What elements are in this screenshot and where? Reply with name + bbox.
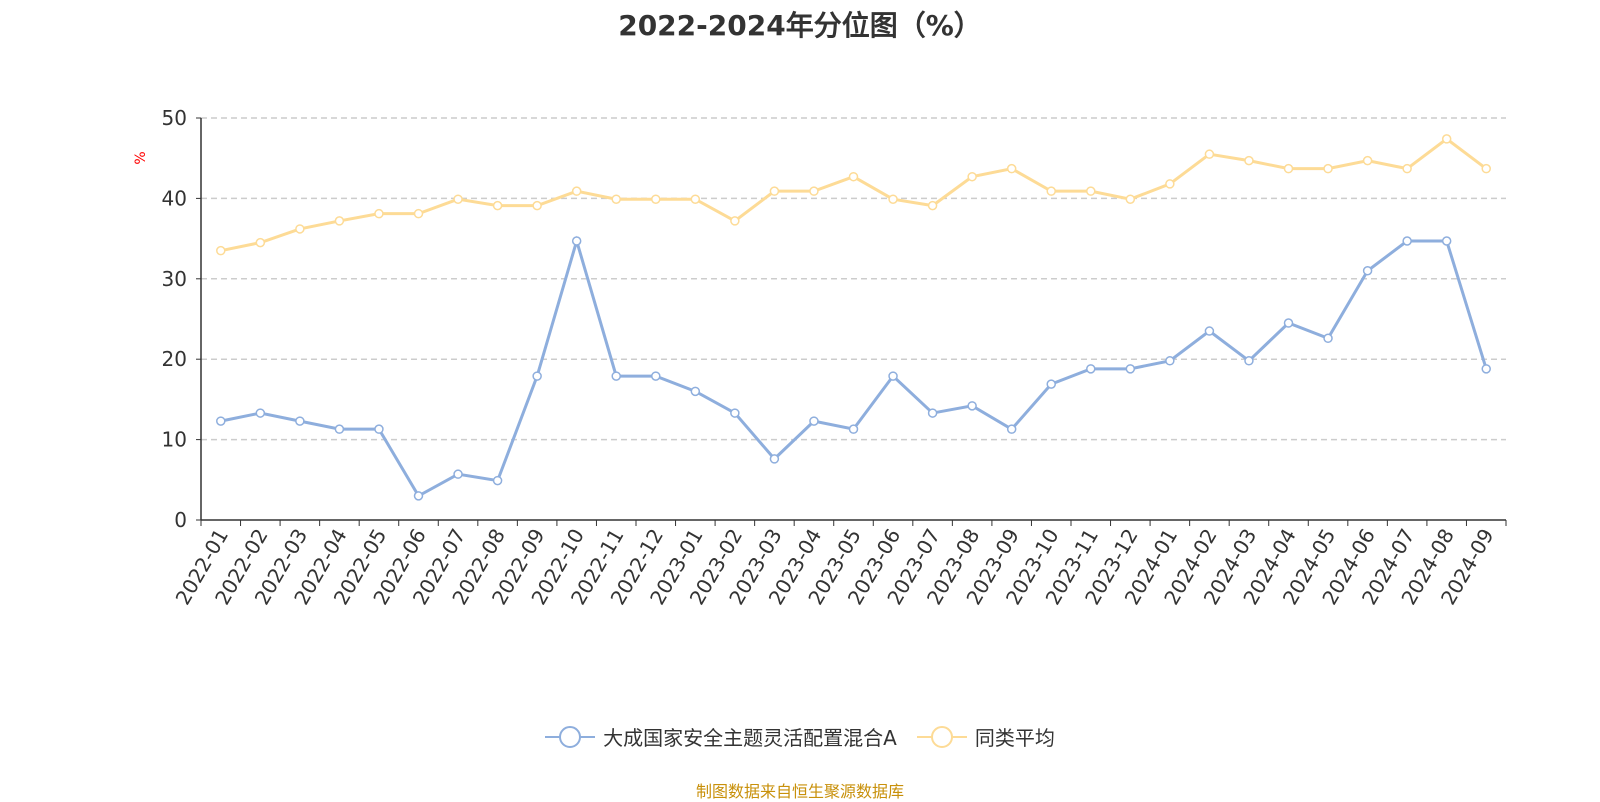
data-point-0 <box>1125 364 1136 374</box>
data-point-0 <box>769 454 780 464</box>
data-point-0 <box>216 416 226 426</box>
data-point-1 <box>1125 194 1136 204</box>
data-point-1 <box>1283 163 1294 174</box>
data-source-note: 制图数据来自恒生聚源数据库 <box>695 782 904 801</box>
data-point-0 <box>1323 333 1333 344</box>
data-point-0 <box>1481 364 1491 374</box>
data-point-1 <box>334 216 345 226</box>
y-axis-label: % <box>133 151 149 164</box>
y-tick-label: 40 <box>162 186 187 210</box>
legend-marker-fund-icon <box>545 725 596 748</box>
data-point-1 <box>295 224 305 234</box>
data-point-1 <box>611 194 621 204</box>
data-point-0 <box>571 236 582 246</box>
y-tick-label: 20 <box>162 347 187 371</box>
data-point-0 <box>413 491 424 501</box>
data-point-0 <box>532 371 542 381</box>
data-point-0 <box>848 424 859 434</box>
data-point-1 <box>532 200 542 211</box>
data-point-0 <box>809 416 819 426</box>
data-point-0 <box>492 475 503 486</box>
chart-title: 2022-2024年分位图（%） <box>618 9 982 42</box>
data-point-0 <box>334 424 345 434</box>
data-point-0 <box>730 408 740 418</box>
data-point-0 <box>1283 318 1294 328</box>
y-tick-label: 30 <box>162 267 187 291</box>
data-point-1 <box>1402 163 1412 174</box>
data-point-0 <box>1006 424 1017 434</box>
data-point-1 <box>1441 134 1452 144</box>
legend-item-average[interactable]: 同类平均 <box>916 722 1055 751</box>
data-point-0 <box>295 416 305 426</box>
data-point-0 <box>1165 356 1175 366</box>
data-point-0 <box>255 408 266 418</box>
legend-item-fund[interactable]: 大成国家安全主题灵活配置混合A <box>545 722 897 751</box>
data-point-1 <box>571 186 582 196</box>
data-point-0 <box>690 386 701 397</box>
data-point-1 <box>1086 186 1096 196</box>
data-point-1 <box>967 171 977 182</box>
data-point-0 <box>1046 379 1056 389</box>
data-point-0 <box>611 371 621 381</box>
data-point-0 <box>1244 356 1254 366</box>
data-point-0 <box>967 401 977 411</box>
legend: 大成国家安全主题灵活配置混合A 同类平均 <box>0 722 1600 751</box>
data-point-1 <box>1323 163 1333 174</box>
data-point-0 <box>453 469 463 479</box>
data-point-1 <box>730 216 740 226</box>
data-point-1 <box>413 208 424 219</box>
y-tick-label: 0 <box>174 508 187 532</box>
data-point-1 <box>255 237 266 248</box>
data-point-0 <box>927 408 938 418</box>
data-point-1 <box>1481 163 1491 174</box>
data-point-1 <box>651 194 661 204</box>
data-point-0 <box>888 371 898 381</box>
data-point-1 <box>374 208 384 219</box>
data-point-0 <box>374 424 384 434</box>
data-point-1 <box>1046 186 1056 196</box>
data-point-0 <box>651 371 661 381</box>
data-point-1 <box>1006 163 1017 174</box>
data-point-1 <box>848 171 859 182</box>
data-point-1 <box>927 200 938 211</box>
data-point-1 <box>492 200 503 211</box>
data-point-1 <box>453 194 463 204</box>
series-line-1 <box>220 137 1488 253</box>
data-point-0 <box>1402 236 1412 246</box>
legend-label-fund: 大成国家安全主题灵活配置混合A <box>603 726 897 750</box>
data-point-1 <box>690 194 701 204</box>
data-point-1 <box>1244 155 1254 166</box>
data-point-0 <box>1204 326 1215 336</box>
line-chart: 01020304050%2022-012022-022022-032022-04… <box>133 106 1507 609</box>
data-point-1 <box>1165 179 1175 189</box>
data-point-1 <box>1362 155 1373 166</box>
data-point-1 <box>888 194 898 204</box>
y-tick-label: 50 <box>162 106 187 130</box>
data-point-0 <box>1086 364 1096 374</box>
legend-marker-average-icon <box>916 725 967 748</box>
legend-label-average: 同类平均 <box>974 726 1055 750</box>
data-point-1 <box>769 186 780 196</box>
data-point-1 <box>1204 149 1215 159</box>
data-point-1 <box>809 186 819 196</box>
y-tick-label: 10 <box>162 428 187 452</box>
data-point-0 <box>1362 266 1373 276</box>
data-point-0 <box>1441 236 1452 246</box>
data-point-1 <box>216 245 226 256</box>
